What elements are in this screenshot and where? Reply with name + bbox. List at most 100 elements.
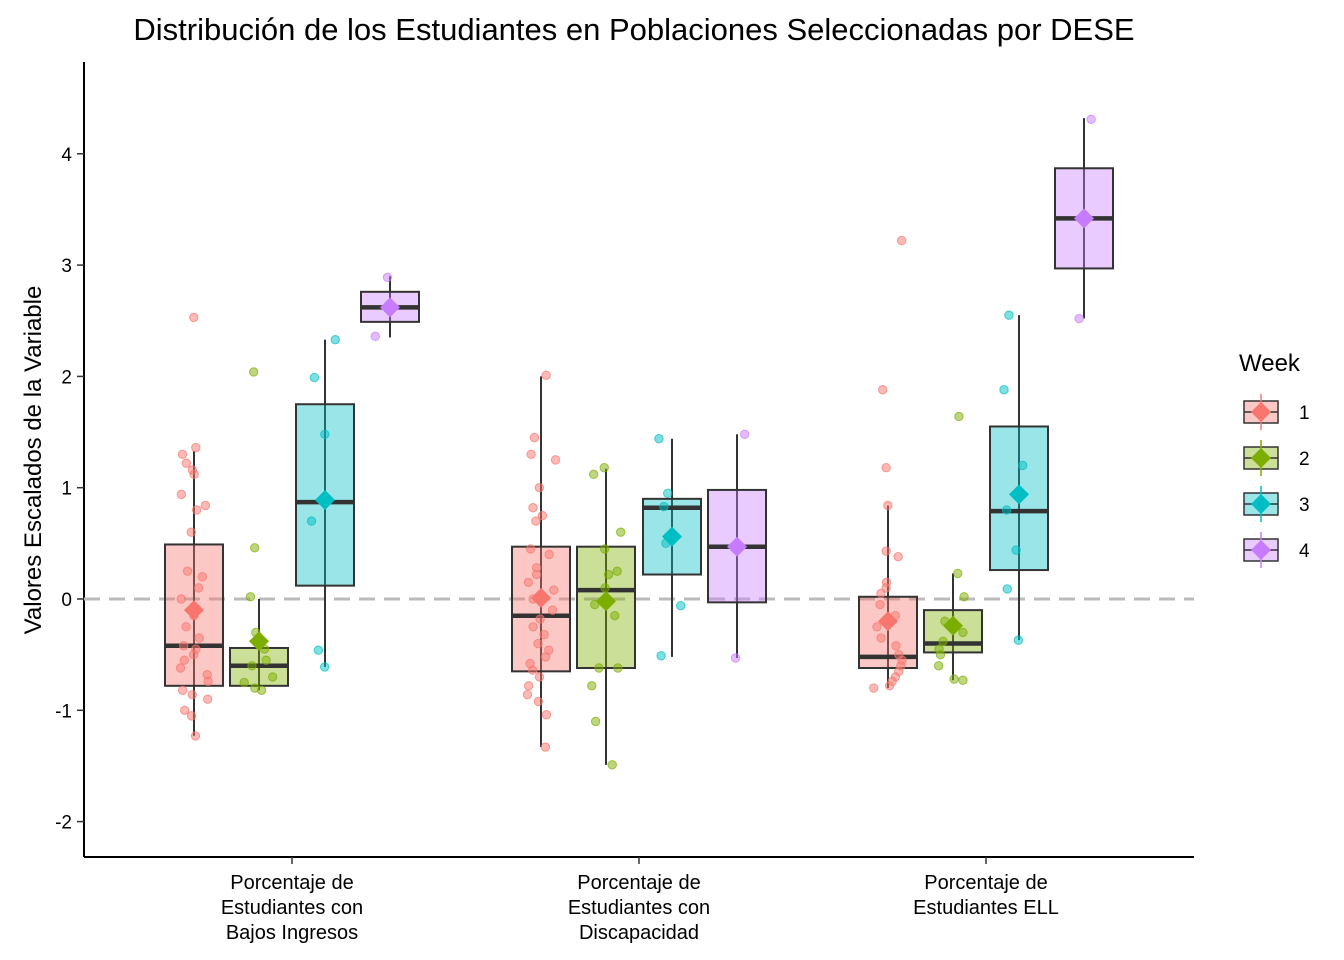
data-point [186,711,197,721]
mean-marker [315,489,335,510]
data-point [313,645,324,655]
data-point [594,663,604,673]
data-point [187,690,198,700]
data-point [528,665,538,675]
data-point [186,527,197,537]
data-point [935,649,946,660]
data-point [869,683,879,693]
mean-marker [596,591,616,612]
data-point [881,462,891,473]
legend-key-week-4: 4 [1243,532,1310,568]
data-point [522,690,533,700]
box-week-3-group-3 [989,310,1049,645]
data-point [550,455,561,465]
data-point [533,696,544,707]
x-category-label-line: Discapacidad [579,922,699,944]
data-point [535,614,545,624]
data-point [541,370,551,380]
data-point [739,429,750,439]
box-week-3-group-1 [295,334,355,672]
data-point [330,334,340,345]
data-point [884,681,895,691]
data-point [239,677,249,688]
data-point [607,760,617,770]
box-week-4-group-2 [707,429,767,663]
legend: Week 1 2 3 4 [1239,350,1310,568]
plot-area: -2 -1 0 1 2 3 4 Porcentaje de Estudiantes con Baj… [55,62,1194,944]
data-point [529,432,540,443]
data-point [590,599,600,610]
data-point [662,488,673,498]
x-category-label-line: Estudiantes con [568,897,710,919]
data-point [872,622,882,632]
legend-mean-marker [1251,540,1271,560]
data-point [528,503,538,513]
data-point [191,505,202,515]
data-point [616,527,626,537]
data-point [1011,545,1021,555]
y-axis-title: Valores Escalados de la Variable [20,286,47,635]
data-point [526,449,536,460]
data-point [191,442,201,453]
x-category-label: Porcentaje de Estudiantes con Bajos Ingres… [221,872,363,944]
data-point [878,385,888,395]
x-category-label-line: Estudiantes ELL [913,897,1059,919]
data-point [938,636,948,646]
data-point [524,681,534,691]
box-week-2-group-3 [923,411,983,685]
data-point [896,235,907,246]
x-category-label-line: Porcentaje de [924,872,1047,894]
legend-label: 3 [1299,495,1310,516]
data-point [730,653,741,663]
mean-marker [184,600,204,621]
data-point [309,372,320,383]
mean-marker [727,536,747,557]
data-point [540,742,551,752]
data-point [541,710,552,720]
data-point [179,655,189,665]
data-point [182,566,193,576]
data-point [958,675,968,685]
x-category-label: Porcentaje de Estudiantes ELL [913,872,1059,919]
data-point [370,331,380,342]
data-point [179,641,189,651]
legend-mean-marker [1251,494,1271,514]
data-point [1086,114,1096,124]
data-point [203,676,213,687]
data-point [197,572,208,582]
y-tick-label: 1 [61,479,72,500]
data-point [613,663,623,673]
data-point [179,705,190,715]
mean-marker [249,631,269,652]
x-category-label-line: Porcentaje de [577,872,700,894]
data-point [953,568,963,579]
y-tick-label: 4 [61,145,72,166]
data-point [588,469,599,480]
data-point [537,510,548,521]
data-point [549,585,559,595]
x-category-label-line: Estudiantes con [221,897,363,919]
box-week-1-group-2 [511,370,571,752]
data-point [534,672,545,682]
data-point [1001,505,1012,515]
y-tick-label: -1 [55,701,72,722]
legend-title: Week [1239,350,1301,377]
data-point [540,652,551,662]
data-point [181,458,192,468]
data-point [1018,460,1028,471]
data-point [250,543,260,553]
data-point [177,685,188,695]
data-point [676,600,686,611]
data-point [533,638,543,649]
data-point [261,655,271,665]
data-point [189,312,199,323]
mean-marker [380,297,400,318]
data-point [319,662,330,672]
data-point [176,489,187,500]
data-point [320,429,330,439]
box-week-3-group-2 [642,434,702,661]
data-point [544,549,554,560]
legend-label: 1 [1299,403,1310,424]
data-point [534,483,545,493]
data-point [891,641,901,651]
